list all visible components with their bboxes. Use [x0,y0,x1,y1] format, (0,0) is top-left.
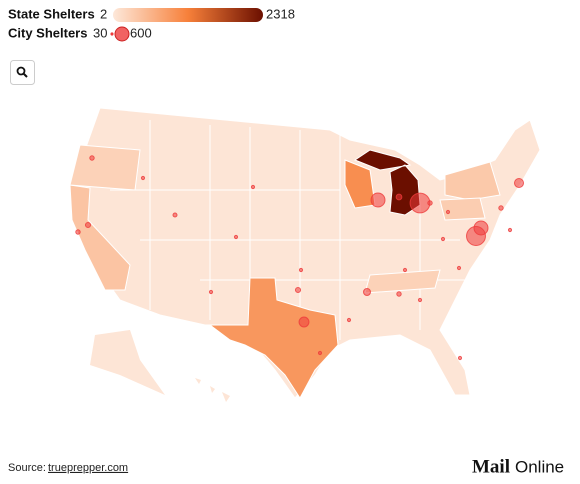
city-shelter [363,288,371,296]
map [69,107,541,402]
city-shelter [298,316,310,328]
city-shelter [402,267,408,273]
city-shelter [317,350,323,356]
city-shelter [395,193,403,201]
state-legend-min: 2 [100,6,107,21]
state-legend-title: State Shelters [8,6,95,21]
search-icon [16,66,26,76]
city-shelter [89,155,95,161]
city-shelter [233,234,239,240]
brand-online: Online [515,457,564,476]
source-label: Source: [8,462,46,474]
city-legend-min: 30 [93,25,107,40]
state [69,144,141,191]
state [444,161,501,201]
search-button[interactable] [10,60,35,85]
city-shelter [84,221,92,229]
city-shelter [445,209,451,215]
city-shelter [427,200,433,206]
search-icon [22,72,28,78]
city-shelter [75,229,81,235]
city-legend-min-dot [110,32,114,36]
hawaii [195,378,230,402]
city-shelter [457,355,463,361]
state [364,269,441,294]
city-shelter [140,175,146,181]
brand-mail: Mail [472,456,510,477]
state [439,197,486,221]
state [208,277,339,399]
state-legend-gradient [113,8,263,22]
city-legend-max-dot [114,26,130,42]
city-shelter [208,289,214,295]
city-shelter [456,265,462,271]
city-layer [75,155,525,361]
border-lines [110,120,470,340]
city-shelter [250,184,256,190]
city-shelter [417,297,423,303]
city-shelter [396,291,402,297]
city-shelter [294,286,302,294]
city-legend-title: City Shelters [8,25,87,40]
state [344,159,376,209]
city-shelter [507,227,513,233]
city-shelter [440,236,446,242]
city-shelter [370,192,386,208]
city-shelter [498,205,504,211]
city-legend-max: 600 [130,25,152,40]
city-shelter [473,220,489,236]
alaska [90,330,165,395]
city-shelter [409,192,431,214]
search-box[interactable] [10,60,35,85]
city-shelter [172,212,178,218]
state-legend-max: 2318 [266,6,295,21]
city-shelter [298,267,304,273]
state-layer [69,144,501,399]
source-link[interactable]: trueprepper.com [48,462,128,474]
city-shelter [513,177,525,189]
city-shelter [346,317,352,323]
state-borders [110,120,470,340]
